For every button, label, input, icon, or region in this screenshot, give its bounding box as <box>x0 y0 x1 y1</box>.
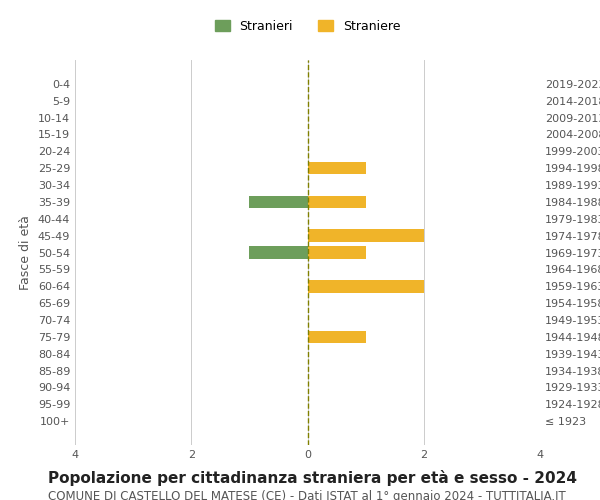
Bar <box>308 280 424 292</box>
Bar <box>308 230 424 242</box>
Bar <box>308 246 365 259</box>
Bar <box>308 330 365 343</box>
Legend: Stranieri, Straniere: Stranieri, Straniere <box>211 16 404 36</box>
Y-axis label: Fasce di età: Fasce di età <box>19 215 32 290</box>
Bar <box>250 196 308 208</box>
Bar <box>308 196 365 208</box>
Text: COMUNE DI CASTELLO DEL MATESE (CE) - Dati ISTAT al 1° gennaio 2024 - TUTTITALIA.: COMUNE DI CASTELLO DEL MATESE (CE) - Dat… <box>48 490 566 500</box>
Bar <box>250 246 308 259</box>
Text: Popolazione per cittadinanza straniera per età e sesso - 2024: Popolazione per cittadinanza straniera p… <box>48 470 577 486</box>
Bar <box>308 162 365 174</box>
